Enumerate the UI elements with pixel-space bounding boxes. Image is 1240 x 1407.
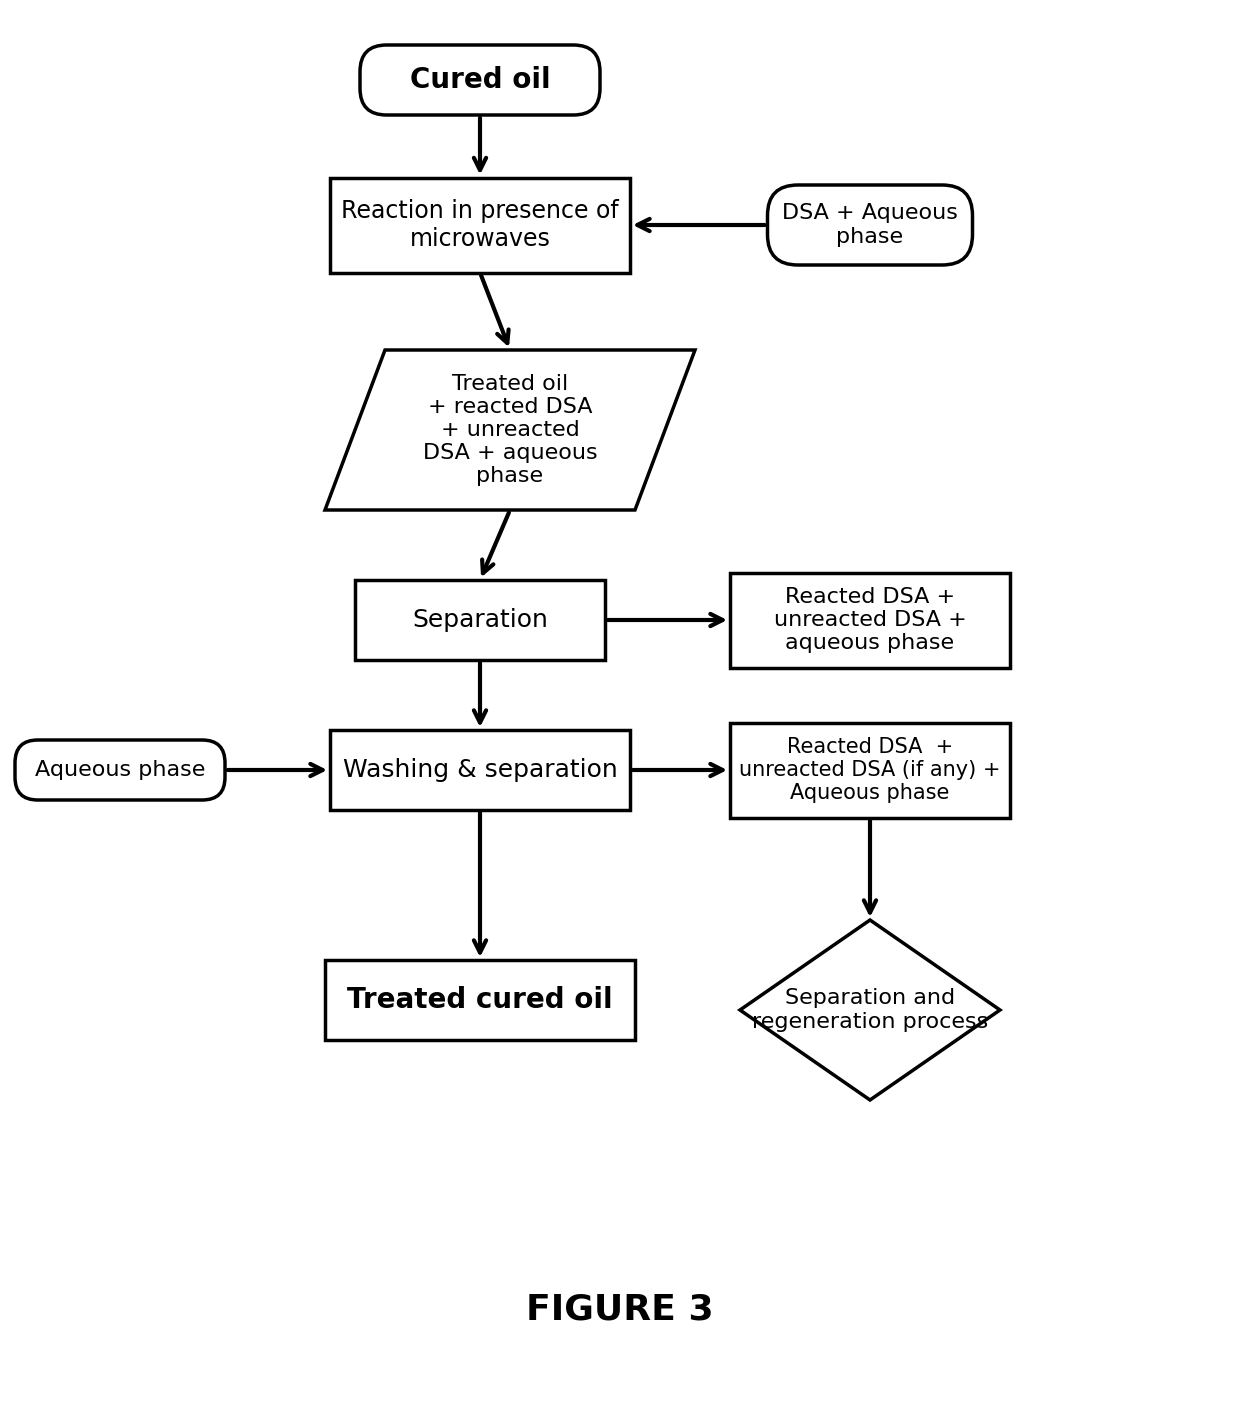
Text: FIGURE 3: FIGURE 3 (526, 1293, 714, 1327)
Text: Separation: Separation (412, 608, 548, 632)
Text: Reacted DSA  +
unreacted DSA (if any) +
Aqueous phase: Reacted DSA + unreacted DSA (if any) + A… (739, 737, 1001, 803)
FancyBboxPatch shape (360, 45, 600, 115)
Bar (355, 580, 605, 660)
Bar (325, 960, 635, 1040)
Text: Cured oil: Cured oil (409, 66, 551, 94)
Text: Treated oil
+ reacted DSA
+ unreacted
DSA + aqueous
phase: Treated oil + reacted DSA + unreacted DS… (423, 374, 598, 487)
Text: Aqueous phase: Aqueous phase (35, 760, 205, 779)
Polygon shape (740, 920, 999, 1100)
Text: Reacted DSA +
unreacted DSA +
aqueous phase: Reacted DSA + unreacted DSA + aqueous ph… (774, 587, 966, 653)
Text: Separation and
regeneration process: Separation and regeneration process (751, 988, 988, 1031)
Bar (730, 723, 1011, 817)
Polygon shape (325, 350, 694, 509)
Text: Treated cured oil: Treated cured oil (347, 986, 613, 1014)
Bar (330, 177, 630, 273)
FancyBboxPatch shape (768, 184, 972, 265)
Bar (330, 730, 630, 810)
FancyBboxPatch shape (15, 740, 224, 801)
Text: Washing & separation: Washing & separation (342, 758, 618, 782)
Text: DSA + Aqueous
phase: DSA + Aqueous phase (782, 204, 959, 246)
Bar (730, 573, 1011, 667)
Text: Reaction in presence of
microwaves: Reaction in presence of microwaves (341, 200, 619, 250)
